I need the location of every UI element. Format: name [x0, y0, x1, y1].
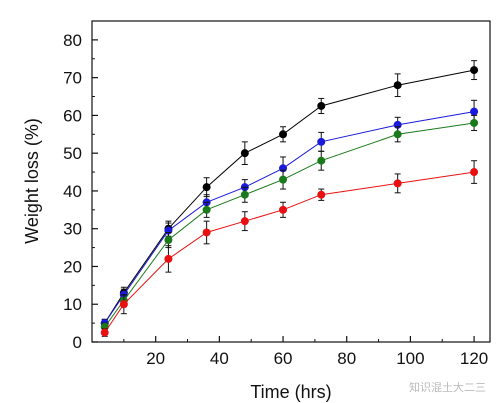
- y-tick-label: 0: [73, 333, 82, 352]
- series-4: [100, 160, 479, 337]
- series-line: [104, 171, 475, 333]
- data-point: [279, 130, 288, 139]
- data-point: [393, 81, 402, 90]
- series-line: [104, 69, 475, 324]
- y-tick-label: 20: [63, 257, 82, 276]
- data-point: [470, 107, 479, 116]
- data-point: [164, 254, 173, 263]
- series-2: [100, 99, 479, 328]
- watermark: 知识混土大二三: [409, 381, 486, 394]
- x-tick-label: 80: [337, 349, 356, 368]
- y-tick-label: 50: [63, 144, 82, 163]
- x-tick-label: 40: [210, 349, 229, 368]
- y-tick-label: 70: [63, 69, 82, 88]
- data-series: [100, 60, 479, 337]
- data-point: [317, 101, 326, 110]
- x-tick-label: 60: [274, 349, 293, 368]
- data-point: [279, 175, 288, 184]
- y-tick-label: 40: [63, 182, 82, 201]
- data-point: [317, 156, 326, 165]
- data-point: [240, 217, 249, 226]
- data-point: [393, 179, 402, 188]
- data-point: [470, 66, 479, 75]
- series-3: [100, 114, 479, 332]
- series-line: [104, 111, 475, 324]
- data-point: [164, 236, 173, 245]
- data-point: [100, 328, 109, 337]
- x-tick-label: 20: [146, 349, 165, 368]
- plot-frame: [91, 20, 491, 343]
- data-point: [317, 190, 326, 199]
- data-point: [240, 190, 249, 199]
- x-tick-label: 120: [460, 349, 488, 368]
- y-tick-label: 80: [63, 31, 82, 50]
- data-point: [240, 149, 249, 158]
- data-point: [202, 228, 211, 237]
- y-tick-label: 10: [63, 295, 82, 314]
- data-point: [279, 205, 288, 214]
- y-axis-title: Weight loss (%): [22, 118, 42, 244]
- axis-ticks: 20 40 60 80 100 120 0 10 20 30 40 50 60 70 80: [63, 31, 488, 368]
- data-point: [202, 183, 211, 192]
- data-point: [470, 168, 479, 177]
- series-1: [100, 60, 479, 328]
- y-tick-label: 60: [63, 106, 82, 125]
- data-point: [470, 118, 479, 127]
- x-axis-title: Time (hrs): [250, 382, 331, 402]
- data-point: [393, 130, 402, 139]
- y-tick-label: 30: [63, 220, 82, 239]
- data-point: [202, 205, 211, 214]
- data-point: [119, 300, 128, 309]
- x-tick-label: 100: [396, 349, 424, 368]
- series-line: [104, 122, 475, 328]
- data-point: [317, 137, 326, 146]
